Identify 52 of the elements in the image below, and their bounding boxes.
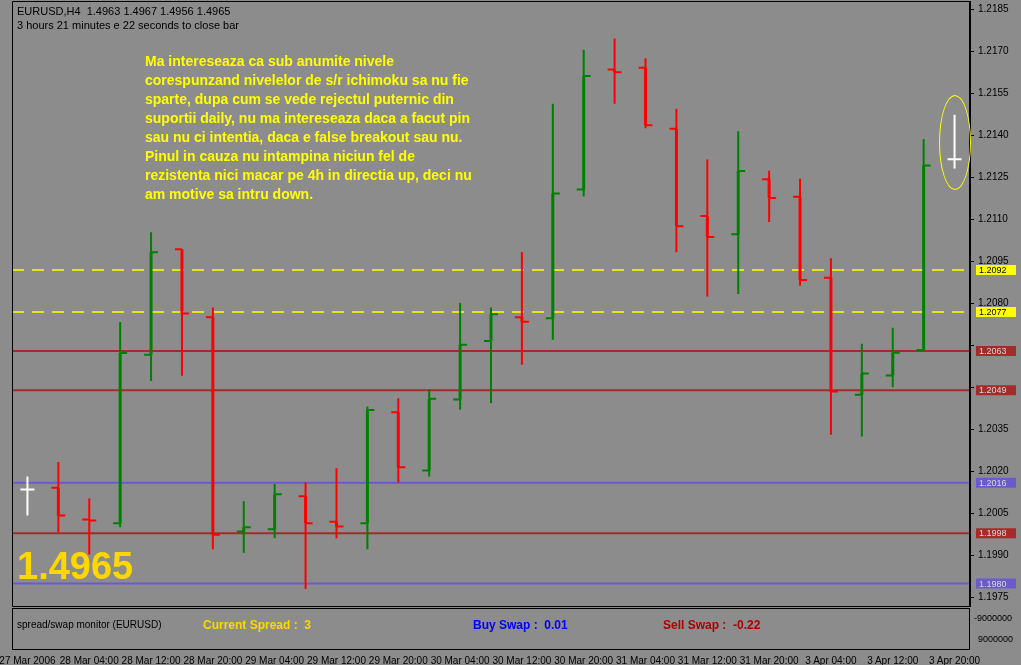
- candlestick: [236, 501, 251, 553]
- y-tick-label: 1.1975: [978, 591, 1010, 603]
- y-tick-label: 1.2185: [978, 3, 1010, 15]
- x-tick-label: 29 Mar 12:00: [307, 654, 367, 665]
- annotation: Ma intereseaza ca sub anumite nivele corespunzand nivelelor de s/r ichimoku sa nu fie sparte, dupa cum se vede rejectul puternic din suportii daily, nu ma intereseaza daca a facut pin sau nu ci intentia, daca e false breakout sau nu. Pinul in cauza nu intampina niciun fel de rezistenta nici macar pe 4h in directia up, deci nu am motive sa intru down.: [145, 52, 473, 204]
- ref-line-label: 1.2016: [979, 477, 1007, 488]
- ref-line-label: 1.2092: [979, 264, 1007, 275]
- text: Buy Swap : 0.01: [473, 618, 568, 632]
- y-tick-label: 1.2155: [978, 87, 1010, 99]
- y-tick-label: 1.2035: [978, 423, 1010, 435]
- x-tick-label: 28 Mar 04:00: [59, 654, 120, 665]
- candlestick: [514, 251, 529, 365]
- ref-line-label: 1.2077: [979, 306, 1007, 317]
- x-tick-label: 30 Mar 04:00: [430, 654, 490, 665]
- x-tick-label: 30 Mar 12:00: [492, 654, 552, 665]
- candlestick: [607, 38, 622, 104]
- y-tick-label: 1.2170: [978, 45, 1010, 57]
- y-tick-label: 1.2020: [978, 465, 1010, 477]
- candlestick: [947, 114, 962, 169]
- x-tick-label: 31 Mar 04:00: [616, 654, 676, 665]
- y-tick-label: 1.2140: [978, 129, 1010, 141]
- x-tick-label: 27 Mar 2006: [0, 654, 56, 665]
- ref-line-label: 1.1980: [979, 578, 1007, 589]
- x-tick-label: 28 Mar 12:00: [121, 654, 181, 665]
- ref-line-label: 1.2063: [979, 346, 1007, 357]
- text: Sell Swap : -0.22: [663, 618, 761, 632]
- x-tick-label: 31 Mar 20:00: [739, 654, 800, 665]
- text: Current Spread : 3: [203, 618, 312, 632]
- x-tick-label: 31 Mar 12:00: [677, 654, 738, 665]
- candlestick: [329, 468, 344, 539]
- x-tick-label: 3 Apr 04:00: [805, 654, 857, 665]
- text: 3 hours 21 minutes e 22 seconds to close bar: [17, 19, 239, 31]
- chart-title: EURUSD,H4 1.4963 1.4967 1.4956 1.4965: [17, 5, 231, 17]
- x-tick-label: 3 Apr 12:00: [867, 654, 919, 665]
- ref-line-label: 1.2049: [979, 385, 1007, 396]
- y-tick-label: 1.1990: [978, 549, 1010, 561]
- y-tick-label: 1.2110: [978, 213, 1009, 225]
- x-tick-label: 30 Mar 20:00: [554, 654, 614, 665]
- text: -9000000: [974, 613, 1013, 623]
- text: 9000000: [978, 634, 1014, 644]
- annotation: 1.4965: [17, 545, 134, 588]
- y-tick-label: 1.2080: [978, 297, 1010, 309]
- x-tick-label: 29 Mar 04:00: [245, 654, 305, 665]
- x-tick-label: 28 Mar 20:00: [183, 654, 243, 665]
- y-tick-label: 1.2005: [978, 507, 1010, 519]
- ref-line-label: 1.1998: [979, 528, 1007, 539]
- candlestick: [20, 476, 35, 516]
- y-tick-label: 1.2125: [978, 171, 1010, 183]
- x-tick-label: 3 Apr 20:00: [928, 654, 981, 665]
- y-tick-label: 1.2095: [978, 255, 1010, 267]
- text: spread/swap monitor (EURUSD): [17, 619, 162, 630]
- x-tick-label: 29 Mar 20:00: [368, 654, 429, 665]
